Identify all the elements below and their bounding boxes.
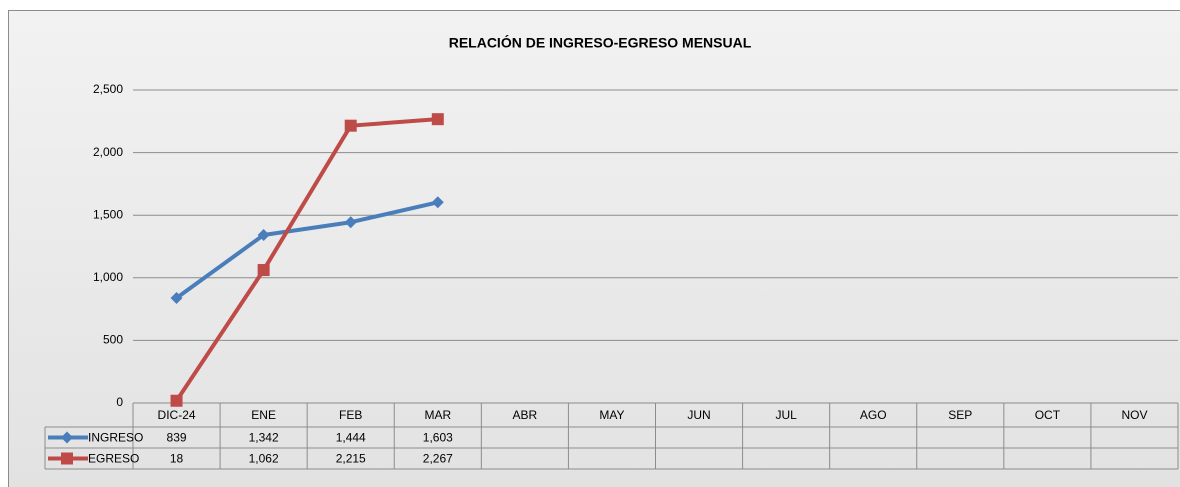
x-tick-label: MAR xyxy=(424,408,451,422)
x-tick-label: JUL xyxy=(775,408,797,422)
table-value: 1,062 xyxy=(249,452,279,466)
x-tick-label: MAY xyxy=(599,408,624,422)
data-point xyxy=(431,113,444,126)
table-value: 839 xyxy=(167,431,187,445)
x-tick-label: ENE xyxy=(251,408,276,422)
table-value: 1,603 xyxy=(423,431,453,445)
table-value: 18 xyxy=(170,452,184,466)
y-tick-label: 1,000 xyxy=(93,270,123,284)
x-tick-label: AGO xyxy=(860,408,887,422)
y-tick-label: 1,500 xyxy=(93,207,123,221)
x-tick-label: JUN xyxy=(687,408,710,422)
y-tick-label: 2,000 xyxy=(93,145,123,159)
y-tick-label: 0 xyxy=(116,395,123,409)
data-point xyxy=(344,216,357,229)
data-point xyxy=(431,196,444,209)
data-point xyxy=(257,228,270,241)
data-point xyxy=(257,264,270,277)
series-line xyxy=(175,200,439,300)
x-tick-label: FEB xyxy=(339,408,362,422)
x-tick-label: OCT xyxy=(1035,408,1061,422)
x-tick-label: NOV xyxy=(1121,408,1147,422)
legend-marker xyxy=(61,431,73,444)
legend-label: EGRESO xyxy=(88,452,139,466)
table-value: 1,444 xyxy=(336,431,366,445)
chart-title: RELACIÓN DE INGRESO-EGRESO MENSUAL xyxy=(449,34,752,51)
series-line xyxy=(174,117,438,402)
y-tick-label: 500 xyxy=(103,333,123,347)
y-tick-label: 2,500 xyxy=(93,82,123,96)
x-tick-label: SEP xyxy=(948,408,972,422)
legend-marker xyxy=(61,452,73,465)
x-tick-label: ABR xyxy=(513,408,538,422)
table-value: 2,267 xyxy=(423,452,453,466)
data-point xyxy=(344,119,357,132)
data-point xyxy=(170,394,183,407)
table-value: 1,342 xyxy=(249,431,279,445)
x-tick-label: DIC-24 xyxy=(158,408,196,422)
table-value: 2,215 xyxy=(336,452,366,466)
legend-label: INGRESO xyxy=(88,431,143,445)
data-point xyxy=(170,291,183,304)
